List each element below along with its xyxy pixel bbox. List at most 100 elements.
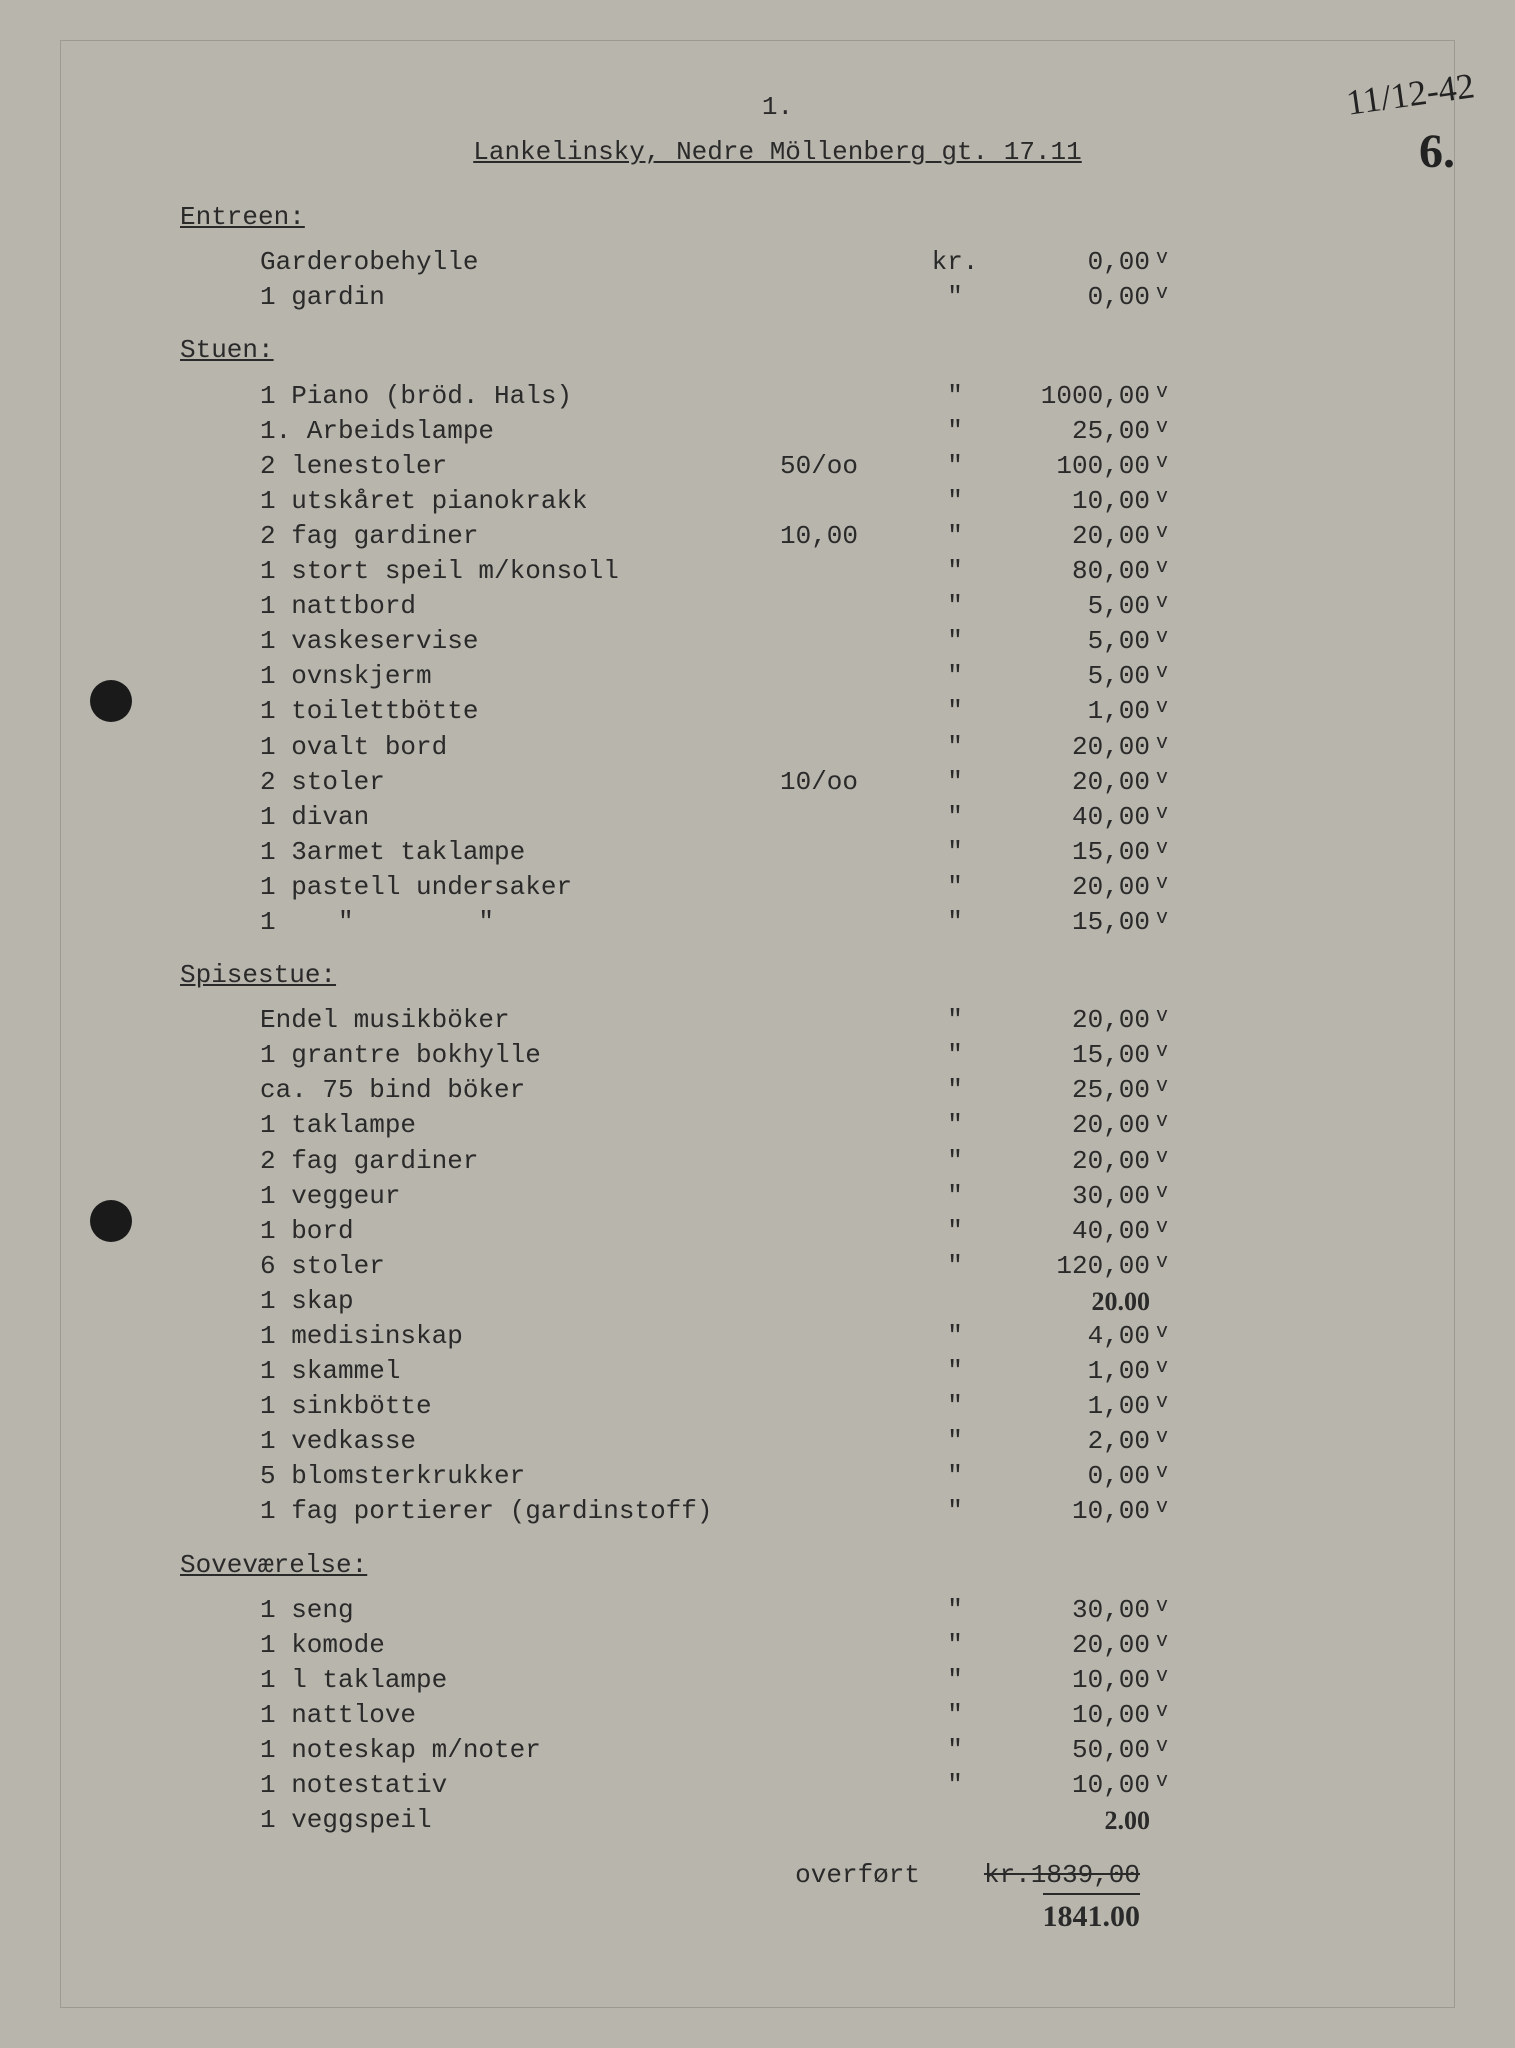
item-value: 1000,00: [990, 379, 1150, 414]
item-description: 1 nattbord: [260, 589, 780, 624]
line-item: 1 " ""15,00v: [260, 905, 1375, 940]
item-unit-price: [780, 589, 920, 624]
checkmark: v: [1150, 1144, 1186, 1179]
punch-hole: [90, 1200, 132, 1242]
item-value: 5,00: [990, 624, 1150, 659]
currency-symbol: ": [920, 1628, 990, 1663]
item-description: 1 skammel: [260, 1354, 780, 1389]
item-description: 1 medisinskap: [260, 1319, 780, 1354]
carry-forward-label: overført: [180, 1858, 940, 1938]
item-value: 2.00: [990, 1803, 1150, 1838]
checkmark: v: [1150, 1319, 1186, 1354]
item-description: 6 stoler: [260, 1249, 780, 1284]
item-value: 20.00: [990, 1284, 1150, 1319]
currency-symbol: ": [920, 835, 990, 870]
item-unit-price: [780, 1698, 920, 1733]
item-description: 1 vaskeservise: [260, 624, 780, 659]
currency-symbol: ": [920, 1354, 990, 1389]
checkmark: v: [1150, 1179, 1186, 1214]
sections-container: Entreen:Garderobehyllekr.0,00v1 gardin"0…: [180, 200, 1375, 1838]
checkmark: v: [1150, 1073, 1186, 1108]
currency-symbol: ": [920, 1663, 990, 1698]
item-unit-price: [780, 1733, 920, 1768]
line-item: 1 medisinskap"4,00v: [260, 1319, 1375, 1354]
item-unit-price: [780, 1459, 920, 1494]
handwritten-pagenote: 6.: [1419, 120, 1455, 185]
currency-symbol: ": [920, 1249, 990, 1284]
section-heading: Spisestue:: [180, 958, 1375, 993]
page-number: 1.: [180, 90, 1375, 125]
item-unit-price: [780, 1494, 920, 1529]
item-value: 120,00: [990, 1249, 1150, 1284]
item-value: 40,00: [990, 800, 1150, 835]
item-unit-price: [780, 694, 920, 729]
checkmark: [1150, 1284, 1186, 1319]
line-item: 1 toilettbötte"1,00v: [260, 694, 1375, 729]
currency-symbol: ": [920, 519, 990, 554]
item-description: 1 notestativ: [260, 1768, 780, 1803]
checkmark: v: [1150, 1628, 1186, 1663]
item-value: 20,00: [990, 730, 1150, 765]
item-value: 5,00: [990, 659, 1150, 694]
item-description: 1 divan: [260, 800, 780, 835]
item-value: 0,00: [990, 1459, 1150, 1494]
item-description: 1 bord: [260, 1214, 780, 1249]
line-item: 1 taklampe"20,00v: [260, 1108, 1375, 1143]
checkmark: v: [1150, 694, 1186, 729]
checkmark: v: [1150, 659, 1186, 694]
item-value: 20,00: [990, 1108, 1150, 1143]
item-description: 1 grantre bokhylle: [260, 1038, 780, 1073]
item-unit-price: [780, 379, 920, 414]
currency-symbol: [920, 1803, 990, 1838]
handwritten-date: 11/12-42: [1344, 61, 1478, 127]
checkmark: v: [1150, 519, 1186, 554]
item-unit-price: [780, 730, 920, 765]
line-item: 2 fag gardiner"20,00v: [260, 1144, 1375, 1179]
item-unit-price: [780, 1284, 920, 1319]
section-rows: 1 Piano (bröd. Hals)"1000,00v1. Arbeidsl…: [260, 379, 1375, 941]
item-description: 1 l taklampe: [260, 1663, 780, 1698]
line-item: 2 lenestoler50/oo"100,00v: [260, 449, 1375, 484]
checkmark: v: [1150, 1494, 1186, 1529]
item-unit-price: [780, 1319, 920, 1354]
line-item: 1 l taklampe"10,00v: [260, 1663, 1375, 1698]
checkmark: v: [1150, 730, 1186, 765]
struck-total: kr.1839,00: [984, 1860, 1140, 1890]
currency-symbol: ": [920, 870, 990, 905]
currency-symbol: ": [920, 1389, 990, 1424]
currency-symbol: ": [920, 905, 990, 940]
item-description: 5 blomsterkrukker: [260, 1459, 780, 1494]
currency-symbol: ": [920, 554, 990, 589]
item-description: 1 toilettbötte: [260, 694, 780, 729]
currency-symbol: ": [920, 589, 990, 624]
line-item: 1 noteskap m/noter"50,00v: [260, 1733, 1375, 1768]
item-description: 1 ovnskjerm: [260, 659, 780, 694]
line-item: 1 notestativ"10,00v: [260, 1768, 1375, 1803]
item-unit-price: [780, 280, 920, 315]
item-value: 15,00: [990, 1038, 1150, 1073]
line-item: 1 veggspeil2.00: [260, 1803, 1375, 1838]
currency-symbol: ": [920, 624, 990, 659]
item-value: 2,00: [990, 1424, 1150, 1459]
item-description: 1 fag portierer (gardinstoff): [260, 1494, 780, 1529]
item-description: 2 fag gardiner: [260, 1144, 780, 1179]
currency-symbol: ": [920, 379, 990, 414]
currency-symbol: [920, 1284, 990, 1319]
line-item: Garderobehyllekr.0,00v: [260, 245, 1375, 280]
currency-symbol: ": [920, 1494, 990, 1529]
item-value: 20,00: [990, 519, 1150, 554]
item-value: 4,00: [990, 1319, 1150, 1354]
item-description: 1 noteskap m/noter: [260, 1733, 780, 1768]
item-value: 30,00: [990, 1593, 1150, 1628]
line-item: 1 veggeur"30,00v: [260, 1179, 1375, 1214]
line-item: 2 stoler10/oo"20,00v: [260, 765, 1375, 800]
item-unit-price: [780, 800, 920, 835]
item-value: 20,00: [990, 765, 1150, 800]
checkmark: v: [1150, 1038, 1186, 1073]
item-unit-price: [780, 1108, 920, 1143]
item-unit-price: [780, 1354, 920, 1389]
checkmark: v: [1150, 589, 1186, 624]
checkmark: v: [1150, 800, 1186, 835]
currency-symbol: ": [920, 1144, 990, 1179]
checkmark: v: [1150, 1768, 1186, 1803]
